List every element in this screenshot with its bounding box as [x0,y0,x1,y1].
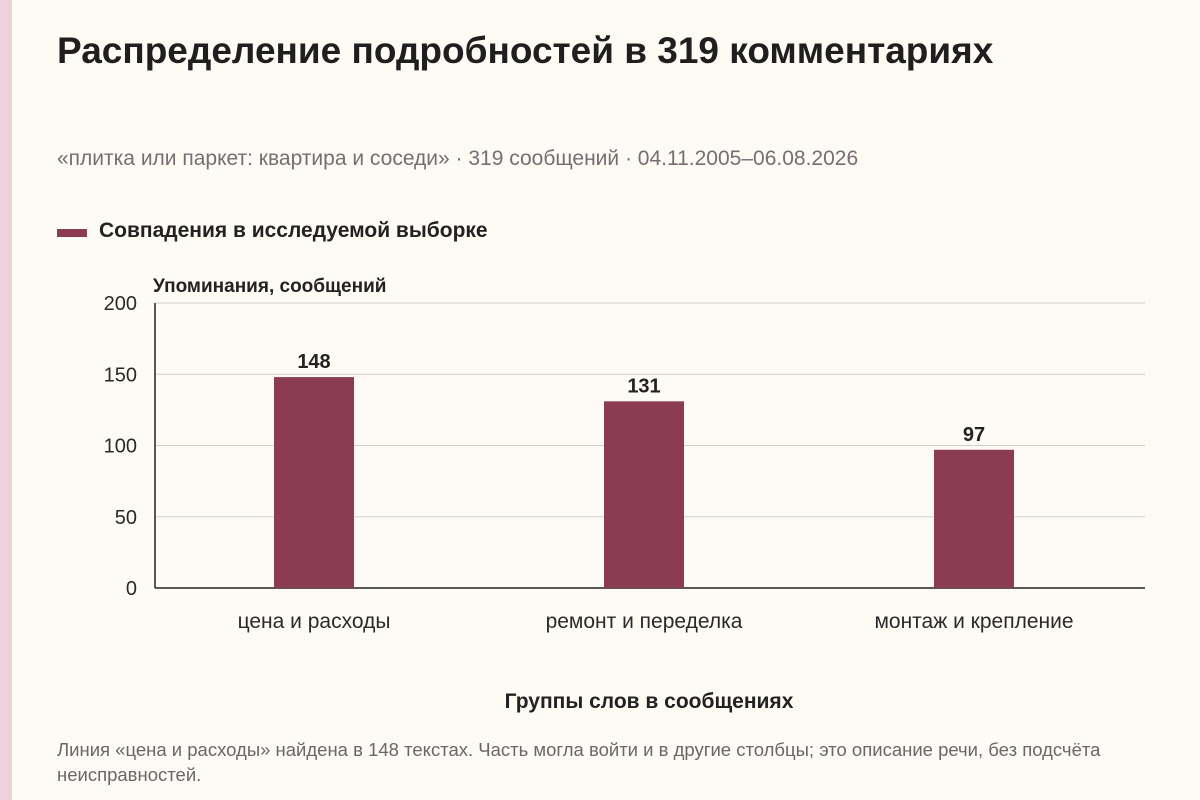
bar [274,377,354,588]
x-axis-title: Группы слов в сообщениях [505,690,794,713]
legend-swatch [57,229,87,237]
legend: Совпадения в исследуемой выборке [57,219,488,243]
y-tick-label: 50 [115,507,137,529]
chart-subtitle: «плитка или паркет: квартира и соседи» ·… [57,147,859,170]
y-tick-label: 150 [104,364,137,386]
legend-label: Совпадения в исследуемой выборке [99,219,488,242]
y-tick-label: 200 [104,293,137,315]
left-accent-stripe [0,0,12,800]
category-label: цена и расходы [238,610,391,633]
y-tick-labels: 0 50 100 150 200 [104,293,137,600]
chart-title: Распределение подробностей в 319 коммент… [57,30,994,71]
category-label: ремонт и переделка [546,610,743,633]
data-label: 131 [627,375,660,397]
y-tick-label: 100 [104,436,137,458]
data-label: 148 [297,351,330,373]
data-labels: 148 131 97 [297,351,985,446]
y-axis-title: Упоминания, сообщений [153,276,386,297]
y-tick-label: 0 [126,578,137,600]
category-label: монтаж и крепление [874,610,1073,633]
category-labels: цена и расходы ремонт и переделка монтаж и… [238,610,1074,633]
footnote: Линия «цена и расходы» найдена в 148 тек… [57,739,1101,785]
data-label: 97 [963,424,985,446]
bar [604,401,684,588]
bars [274,377,1014,588]
bar [934,449,1014,588]
